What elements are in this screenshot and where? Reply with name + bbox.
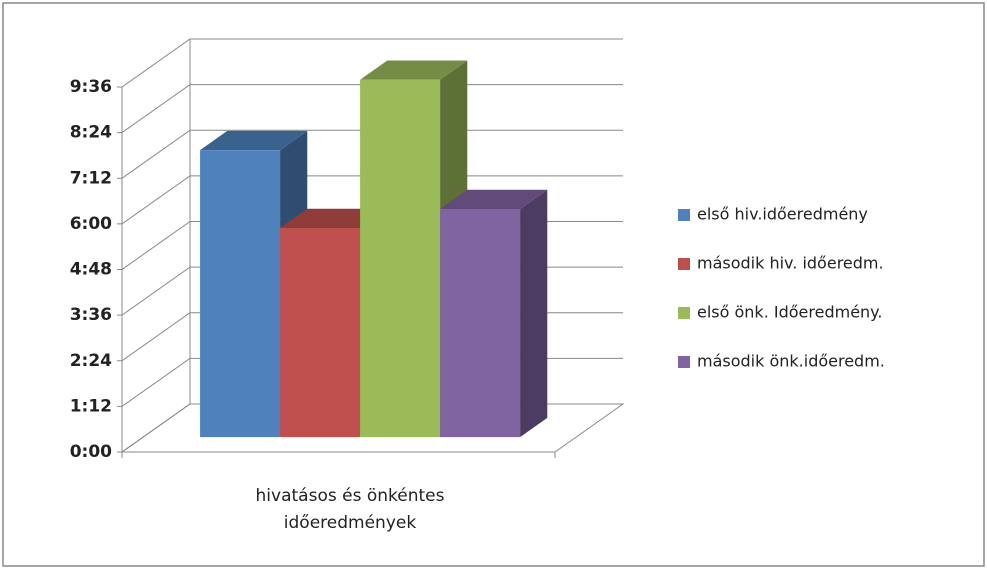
x-category-label: hivatásos és önkéntes időeredmények: [255, 486, 445, 533]
legend-label: első hiv.időeredmény: [697, 205, 868, 224]
y-tick-label: 4:48: [70, 260, 112, 280]
bar: [200, 150, 281, 438]
y-tick-label: 8:24: [70, 123, 112, 143]
y-tick-label: 6:00: [70, 214, 112, 234]
bar: [280, 228, 361, 438]
legend-label: első önk. Időeredmény.: [697, 303, 882, 322]
bar: [440, 208, 521, 438]
y-tick-label: 9:36: [70, 77, 112, 97]
bar-top: [360, 60, 468, 80]
legend-swatch: [678, 307, 690, 319]
bar-top: [200, 130, 308, 151]
y-tick-label: 0:00: [70, 442, 112, 462]
legend-swatch: [678, 258, 690, 270]
bar-side: [520, 189, 548, 438]
legend-label: második önk.időeredm.: [697, 352, 885, 371]
y-tick-label: 1:12: [70, 396, 112, 416]
y-tick-label: 3:36: [70, 305, 112, 325]
y-tick-label: 7:12: [70, 168, 112, 188]
legend-label: második hiv. időeredm.: [697, 254, 884, 273]
legend-swatch: [678, 209, 690, 221]
y-tick-label: 2:24: [70, 351, 112, 371]
bar: [360, 79, 441, 438]
bar-top: [440, 189, 548, 209]
legend-swatch: [678, 356, 690, 368]
